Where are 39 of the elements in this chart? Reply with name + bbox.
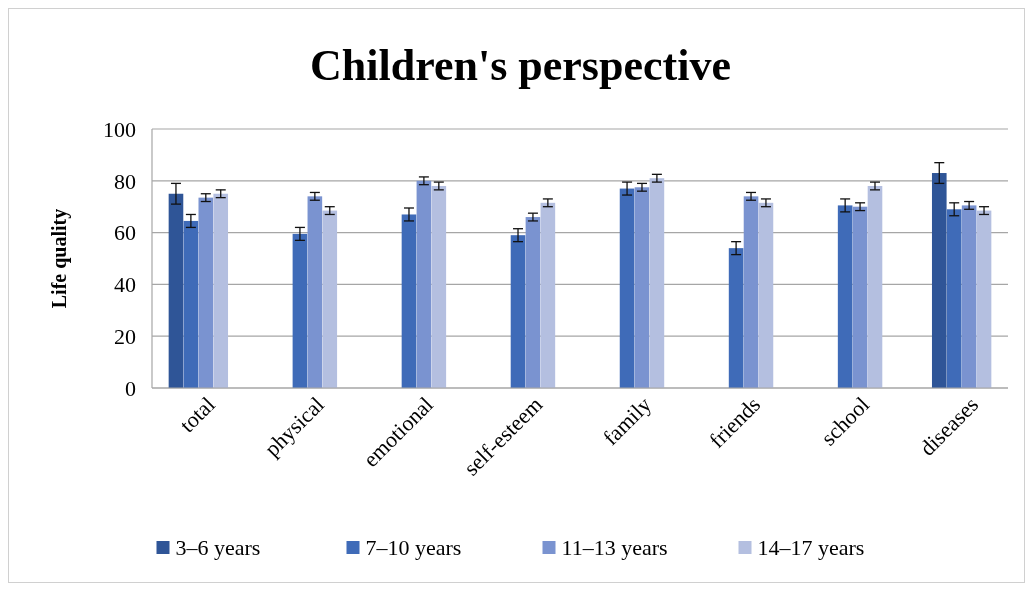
bar [183, 220, 199, 388]
y-tick-label: 40 [114, 272, 136, 298]
bar [837, 205, 853, 388]
bar [401, 214, 417, 388]
bar [168, 193, 184, 388]
bar [540, 202, 556, 388]
y-tick-label: 80 [114, 168, 136, 194]
bar [292, 233, 308, 388]
x-tick-label: total [174, 391, 220, 438]
bar [619, 188, 635, 388]
y-tick-label: 100 [103, 116, 136, 142]
bar [758, 202, 774, 388]
bar [416, 180, 432, 388]
bar [634, 187, 650, 388]
legend-label: 7–10 years [365, 535, 462, 560]
bar [649, 178, 665, 388]
bar [867, 185, 883, 388]
bar [728, 248, 744, 388]
bar [525, 217, 541, 388]
bar [931, 173, 947, 388]
bar [510, 235, 526, 388]
legend-label: 3–6 years [175, 535, 261, 560]
bar [431, 185, 447, 388]
bar [961, 205, 977, 388]
bar [852, 206, 868, 388]
y-axis-title: Life quality [48, 208, 71, 309]
chart-title: Children's perspective [310, 41, 731, 90]
y-tick-label: 60 [114, 220, 136, 246]
bar [198, 197, 214, 388]
bar [322, 210, 338, 388]
legend-label: 14–17 years [757, 535, 865, 560]
bar [946, 209, 962, 388]
bar [743, 196, 759, 388]
bar [213, 193, 229, 388]
bar [307, 196, 323, 388]
bar [976, 210, 992, 388]
y-tick-label: 20 [114, 323, 136, 349]
legend-label: 11–13 years [561, 535, 668, 560]
y-tick-label: 0 [125, 375, 136, 401]
